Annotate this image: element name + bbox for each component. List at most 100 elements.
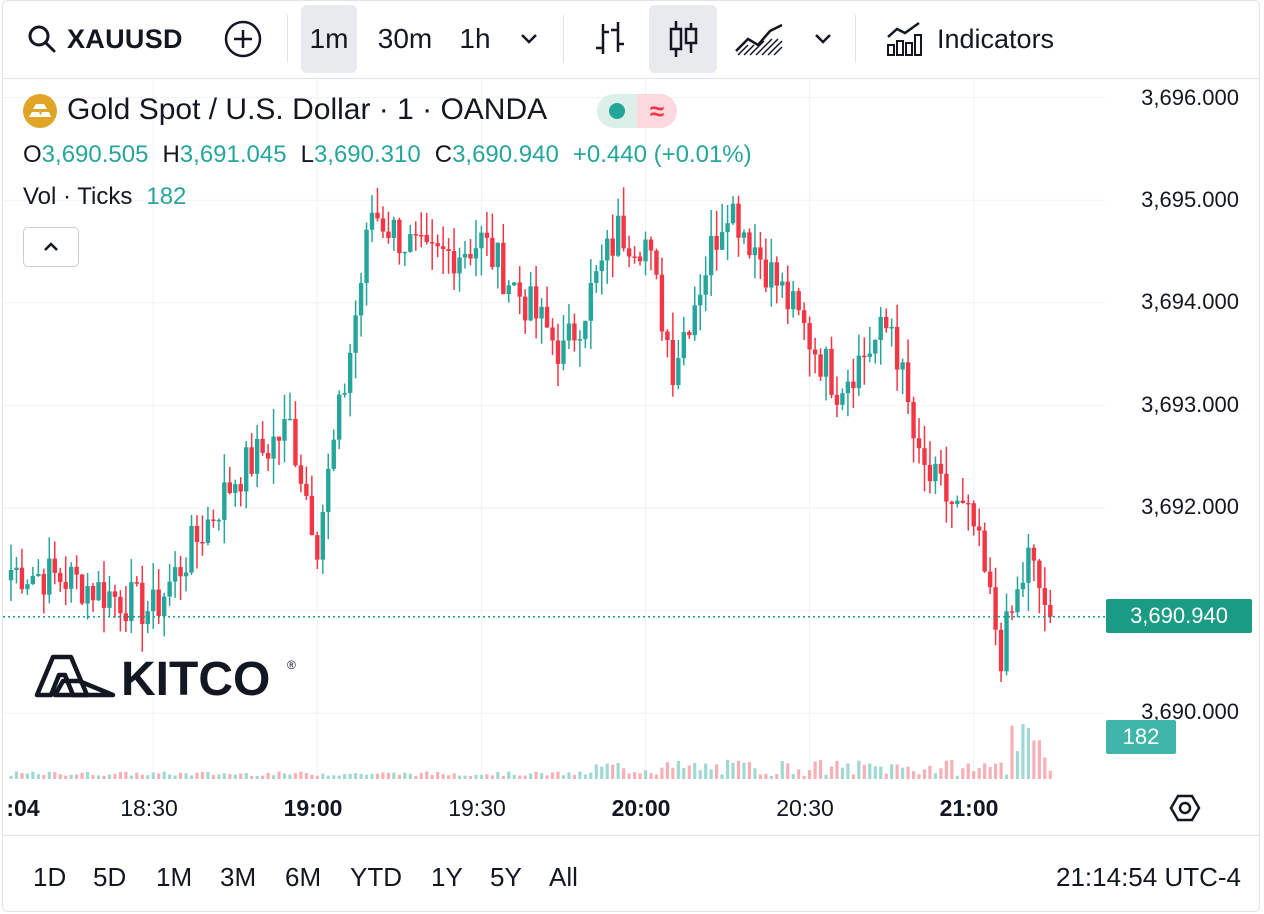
- symbol-search-button[interactable]: XAUUSD: [17, 5, 197, 73]
- volume-bar: [96, 775, 101, 779]
- bar-chart-type-button[interactable]: [581, 5, 639, 73]
- candle-body: [741, 232, 747, 238]
- time-tick: 20:00: [611, 795, 671, 821]
- candle-body: [440, 246, 446, 250]
- volume-bar: [638, 773, 642, 779]
- candle-body: [337, 394, 342, 440]
- volume-bar: [321, 773, 325, 779]
- interval-1h-button[interactable]: 1h: [451, 5, 499, 73]
- volume-bar: [873, 766, 877, 779]
- candle-body: [676, 358, 681, 386]
- volume-bar: [780, 761, 784, 779]
- indicators-button[interactable]: Indicators: [879, 5, 1075, 73]
- candle-body: [522, 296, 528, 321]
- range-1d-button[interactable]: 1D: [33, 862, 67, 892]
- candle-body: [358, 283, 364, 316]
- collapse-legend-button[interactable]: [23, 227, 79, 267]
- candle-body: [473, 248, 479, 259]
- candle-body: [151, 589, 156, 612]
- kitco-wordmark: KITCO: [121, 653, 270, 703]
- last-volume-tag: 182: [1106, 720, 1176, 754]
- candle-body: [687, 332, 692, 336]
- candle-body: [397, 219, 402, 254]
- bottom-toolbar: 1D 5D 1M 3M 6M YTD 1Y 5Y All 21:14:54 UT…: [3, 835, 1259, 911]
- candle-body: [96, 582, 101, 601]
- interval-30m-button[interactable]: 30m: [367, 5, 443, 73]
- candle-body: [796, 291, 801, 311]
- volume-bar: [676, 760, 680, 779]
- volume-bar: [840, 767, 845, 779]
- legend-title[interactable]: Gold Spot / U.S. Dollar · 1 · OANDA: [67, 93, 548, 126]
- volume-bar: [556, 771, 560, 779]
- volume-bar: [589, 772, 593, 779]
- range-all-button[interactable]: All: [549, 862, 578, 892]
- range-6m-button[interactable]: 6M: [285, 862, 322, 892]
- price-chart[interactable]: [3, 79, 1260, 839]
- candle-body: [966, 502, 971, 505]
- candle-body: [933, 463, 938, 482]
- range-3m-button[interactable]: 3M: [220, 862, 257, 892]
- candle-body: [780, 281, 785, 286]
- volume-bar: [233, 774, 237, 779]
- candle-body: [944, 473, 949, 502]
- volume-bar: [414, 775, 418, 779]
- candle-body: [451, 251, 457, 274]
- volume-legend: Vol · Ticks 182: [23, 183, 186, 211]
- candle-body: [752, 247, 758, 256]
- chart-type-dropdown-button[interactable]: [803, 5, 843, 73]
- volume-bar: [375, 773, 380, 779]
- candle-body: [681, 332, 687, 359]
- candle-body: [692, 305, 697, 336]
- candle-body: [1009, 611, 1015, 613]
- candle-body: [293, 418, 298, 466]
- candle-body: [112, 591, 118, 597]
- volume-bar: [911, 771, 916, 779]
- chevron-down-icon: [815, 34, 831, 44]
- chart-settings-button[interactable]: [1169, 793, 1201, 823]
- candle-body: [216, 519, 222, 522]
- market-status-pill[interactable]: ≈: [597, 94, 677, 128]
- time-tick: 19:30: [448, 795, 506, 821]
- candle-body: [949, 501, 955, 505]
- volume-bar: [890, 764, 894, 779]
- range-5d-button[interactable]: 5D: [93, 862, 127, 892]
- chevron-down-icon: [521, 34, 537, 44]
- range-1m-button[interactable]: 1M: [156, 862, 193, 892]
- range-ytd-button[interactable]: YTD: [350, 862, 402, 892]
- price-tick: 3,690.000: [1141, 699, 1239, 724]
- toolbar-divider: [287, 15, 288, 63]
- volume-bar: [58, 774, 62, 779]
- candles-chart-type-button[interactable]: [649, 5, 717, 73]
- candle-body: [249, 447, 254, 474]
- last-price-tag: 3,690.940: [1106, 599, 1252, 633]
- candle-body: [561, 340, 566, 364]
- volume-bar: [354, 772, 358, 779]
- volume-bar: [966, 763, 970, 779]
- range-1y-button[interactable]: 1Y: [431, 862, 463, 892]
- volume-bar: [835, 760, 839, 779]
- volume-bar: [731, 763, 735, 779]
- candle-body: [183, 572, 189, 577]
- candle-body: [605, 238, 610, 261]
- candle-body: [823, 348, 829, 377]
- volume-bar: [758, 774, 762, 779]
- indicators-icon: [887, 21, 922, 56]
- volume-bar: [299, 771, 303, 779]
- volume-bar: [977, 767, 981, 779]
- interval-dropdown-button[interactable]: [509, 5, 549, 73]
- compare-symbol-button[interactable]: [217, 5, 269, 73]
- timezone-clock[interactable]: 21:14:54 UTC-4: [1056, 862, 1241, 892]
- candle-body: [982, 530, 987, 572]
- candle-body: [484, 232, 490, 238]
- volume-bar: [715, 764, 719, 779]
- area-chart-type-button[interactable]: [729, 5, 789, 73]
- volume-bar: [632, 771, 637, 779]
- candle-body: [101, 582, 107, 608]
- volume-bar: [501, 775, 505, 779]
- gold-symbol-logo: [23, 94, 57, 128]
- range-5y-button[interactable]: 5Y: [490, 862, 522, 892]
- time-tick: 21:00: [939, 795, 999, 821]
- interval-1m-button[interactable]: 1m: [301, 5, 357, 73]
- candle-body: [282, 419, 287, 441]
